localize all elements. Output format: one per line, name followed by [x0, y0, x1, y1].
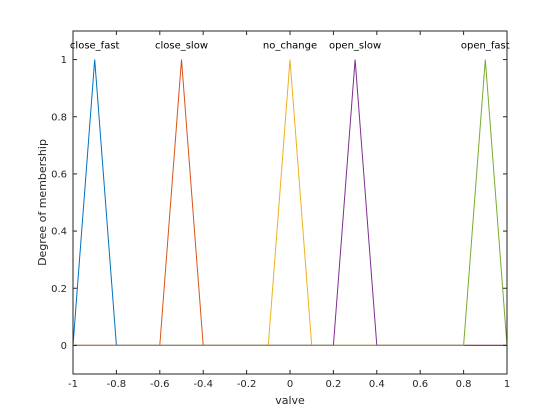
- x-tick-label: -0.8: [107, 379, 127, 390]
- x-tick-label: 0.4: [369, 379, 385, 390]
- y-ticks: 0 0.2 0.4 0.6 0.8 1: [51, 55, 507, 352]
- x-tick-label: -1: [68, 379, 78, 390]
- y-axis-label: Degree of membership: [36, 139, 49, 266]
- x-tick-label: 0.8: [456, 379, 472, 390]
- y-tick-label: 0.2: [51, 284, 67, 295]
- series-layer: [72, 59, 508, 346]
- y-tick-label: 0: [61, 341, 67, 352]
- y-tick-label: 0.8: [51, 112, 67, 123]
- mf-label-no-change: no_change: [263, 41, 317, 52]
- x-tick-label: 1: [504, 379, 510, 390]
- mf-label-close-fast: close_fast: [70, 41, 120, 52]
- mf-label-open-slow: open_slow: [329, 41, 381, 52]
- plot-area: [73, 31, 507, 374]
- mf-labels: close_fast close_slow no_change open_slow op…: [70, 41, 510, 52]
- mf-label-open-fast: open_fast: [461, 41, 510, 52]
- series-line-open-fast: [73, 59, 508, 346]
- x-tick-label: 0.6: [412, 379, 428, 390]
- x-axis-label: valve: [275, 394, 305, 407]
- mf-label-close-slow: close_slow: [155, 41, 208, 52]
- x-ticks: -1 -0.8 -0.6 -0.4 -0.2 0 0.2 0.4 0.6 0.8 1: [68, 31, 510, 390]
- x-tick-label: 0: [287, 379, 293, 390]
- y-tick-label: 0.4: [51, 227, 67, 238]
- x-tick-label: -0.6: [150, 379, 170, 390]
- y-tick-label: 0.6: [51, 169, 67, 180]
- x-tick-label: -0.4: [193, 379, 213, 390]
- x-tick-label: -0.2: [237, 379, 257, 390]
- y-tick-label: 1: [61, 55, 67, 66]
- x-tick-label: 0.2: [325, 379, 341, 390]
